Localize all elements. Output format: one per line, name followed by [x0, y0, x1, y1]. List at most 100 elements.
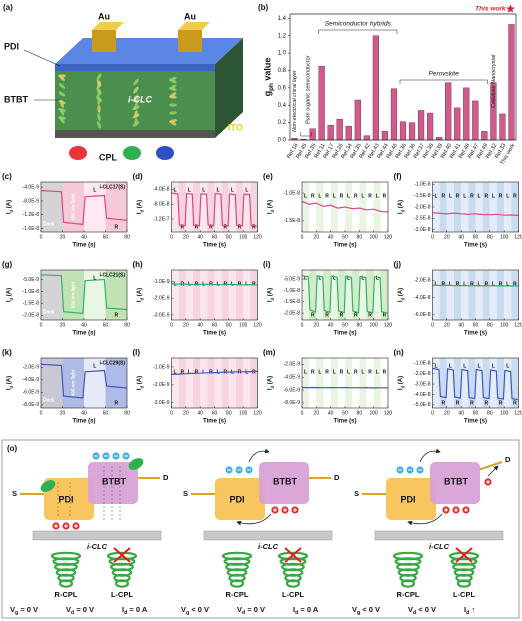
r-cpl-label: R-CPL [397, 590, 420, 599]
phase-band [302, 270, 310, 320]
condition: Id = 0 A [293, 605, 319, 616]
phase-band [359, 358, 367, 408]
condition: Vd < 0 V [408, 605, 436, 616]
phase-label: L [478, 281, 481, 287]
phase-label: R [180, 369, 184, 375]
x-tick-label: 40 [81, 410, 87, 416]
x-tick-label: 120 [384, 234, 393, 240]
phase-band [323, 182, 331, 232]
x-tick-label: 60 [342, 234, 348, 240]
x-tick-label: 40 [197, 322, 203, 328]
y-tick-label: -4.0E-8 [153, 187, 170, 193]
bar [381, 131, 389, 141]
phase-band [359, 270, 367, 320]
phase-label: R [311, 193, 315, 199]
x-axis-label: Time (s) [73, 243, 96, 249]
phase-band [105, 270, 127, 320]
y-tick-label: -5.0E-9 [23, 277, 40, 283]
phase-label: L [333, 275, 336, 281]
cpl-blue [156, 146, 174, 160]
phase-label: R [513, 400, 517, 406]
phase-band [309, 358, 317, 408]
helix-deco [133, 86, 139, 94]
y-tick-label: -4.0E-9 [284, 375, 301, 381]
phase-band [454, 358, 462, 408]
phase-label: 650 nm light [70, 193, 75, 220]
bar [408, 122, 416, 141]
y-tick-label: -8.0E-9 [284, 400, 301, 406]
btbt-label: BTBT [102, 476, 126, 486]
phase-label: R [383, 369, 387, 375]
phase-label: Dark [43, 221, 54, 227]
y-tick-label: -8.0E-8 [153, 202, 170, 208]
cpl-label: CPL [99, 152, 118, 162]
phase-band [214, 182, 222, 232]
helix-deco [58, 83, 66, 89]
y-tick-label: -1.5E-8 [414, 193, 431, 199]
phase-band [84, 182, 106, 232]
phase-label: R [499, 193, 503, 199]
panel-label: (d) [133, 172, 144, 181]
phase-label: R [383, 193, 387, 199]
y-tick-label: -1.0E-8 [23, 289, 40, 295]
helix-deco [60, 100, 64, 108]
phase-label: L [93, 275, 96, 281]
phase-band [316, 182, 324, 232]
phase-label: R [340, 193, 344, 199]
panel-label: (e) [263, 172, 273, 181]
trace [301, 275, 388, 314]
y-axis-label: Id (A) [7, 200, 14, 214]
x-tick-label: 80 [226, 322, 232, 328]
phase-label: R [470, 400, 474, 406]
phase-band [366, 358, 374, 408]
phase-band [497, 270, 505, 320]
y-tick-label: -1.5E-8 [23, 301, 40, 307]
x-axis-label: Time (s) [73, 331, 96, 337]
pdi-label: PDI [229, 494, 244, 504]
helix-deco [97, 121, 101, 129]
x-tick-label: 80 [357, 234, 363, 240]
panel-label: (h) [133, 260, 144, 269]
phase-band [330, 270, 338, 320]
phase-label: R [238, 224, 242, 230]
helix-deco [59, 116, 65, 124]
x-tick-label: 0 [431, 234, 434, 240]
y-axis-label: Id (A) [7, 288, 14, 302]
phase-label: R [368, 193, 372, 199]
phase-band [489, 182, 497, 232]
btbt-block [88, 462, 138, 504]
phase-band [309, 182, 317, 232]
phase-band [62, 358, 84, 408]
btbt-label: BTBT [4, 94, 28, 104]
trace [432, 212, 519, 216]
helix-deco [97, 89, 101, 97]
x-tick-label: 120 [253, 322, 262, 328]
phase-band [489, 270, 497, 320]
phase-label: L [347, 369, 350, 375]
phase-band [171, 270, 179, 320]
condition: Vd = 0 V [237, 605, 265, 616]
helix [229, 579, 245, 588]
sample-label: i-CLC17(S) [99, 184, 125, 190]
phase-band [482, 358, 490, 408]
condition: Vg = 0 V [10, 605, 38, 616]
x-tick-label: 20 [60, 322, 66, 328]
x-tick-label: 80 [357, 322, 363, 328]
phase-band [171, 358, 179, 408]
phase-label: R [195, 224, 199, 230]
x-tick-label: 120 [514, 322, 522, 328]
y-axis-label: Id (A) [268, 200, 275, 214]
pdi-block [44, 478, 94, 520]
phase-band [200, 182, 208, 232]
phase-label: R [252, 369, 256, 375]
phase-label: R [114, 224, 118, 230]
phase-band [214, 270, 222, 320]
y-tick-label: -6.0E-8 [414, 312, 431, 318]
helix-deco [169, 78, 177, 84]
condition: Vd = 0 V [66, 605, 94, 616]
y-tick-label: 0.2 [278, 120, 287, 126]
phase-band [200, 270, 208, 320]
panel-label: (i) [263, 260, 271, 269]
helix-deco [96, 73, 102, 81]
phase-label: L [318, 275, 321, 281]
